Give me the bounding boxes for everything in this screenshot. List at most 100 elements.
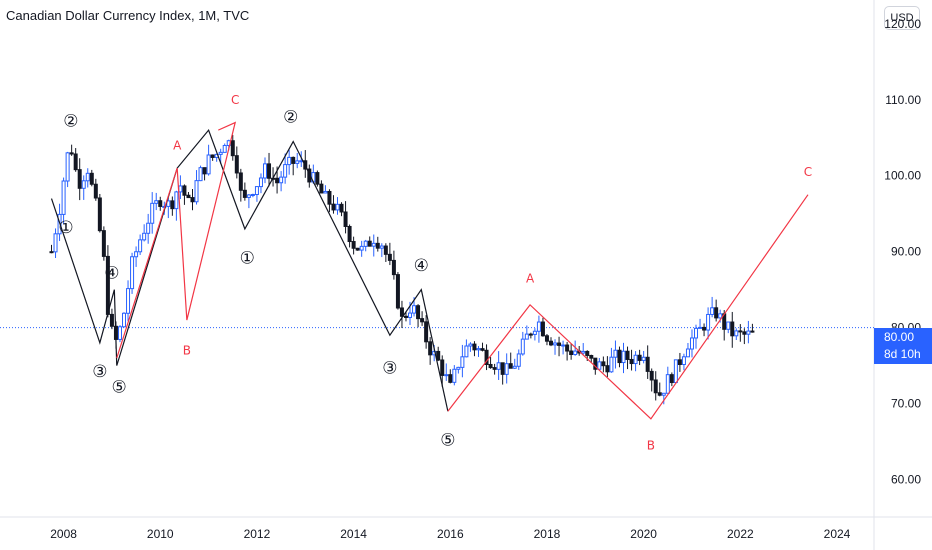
candle-body (126, 288, 131, 314)
candle-body (93, 183, 98, 199)
candle-body (150, 202, 155, 224)
candle-body (206, 154, 211, 175)
candle-body (428, 341, 433, 356)
candle-body (97, 197, 102, 232)
x-tick-label: 2010 (147, 527, 174, 541)
candle-body (520, 338, 525, 355)
currency-button[interactable]: USD (884, 6, 920, 30)
candle-body (710, 307, 715, 315)
candle-body (315, 172, 320, 185)
candle-body (420, 318, 425, 323)
candle-body (641, 356, 646, 361)
wave-label: ① (58, 218, 73, 238)
candle-body (186, 194, 191, 199)
candle-body (283, 164, 288, 178)
candle-body (544, 335, 549, 342)
candle-body (633, 354, 638, 365)
candle-body (565, 344, 570, 352)
wave-label: ④ (414, 256, 429, 276)
candle-body (379, 245, 384, 249)
candle-body (436, 350, 441, 361)
candle-body (605, 365, 610, 373)
candle-body (73, 153, 78, 171)
x-tick-label: 2014 (340, 527, 367, 541)
candle-body (581, 350, 586, 354)
candle-body (492, 367, 497, 370)
wave-label: B (647, 438, 655, 452)
candle-body (657, 392, 662, 396)
candle-body (178, 185, 183, 193)
candle-body (170, 200, 175, 210)
wave-label: ① (240, 248, 255, 268)
candle-body (750, 330, 755, 333)
candle-body (585, 350, 590, 356)
candle-body (267, 163, 272, 179)
candle-body (730, 321, 735, 337)
candle-body (416, 305, 421, 320)
x-tick-label: 2012 (244, 527, 271, 541)
price-axis: 60.00 70.00 80.00 90.00 100.00 110.00 120.00 (884, 17, 921, 487)
candle-body (629, 358, 634, 365)
x-tick-label: 2016 (437, 527, 464, 541)
wave-label: ④ (104, 263, 119, 283)
candle-body (130, 256, 135, 290)
y-tick-label: 110.00 (885, 93, 921, 107)
candle-body (597, 361, 602, 370)
candle-body (142, 232, 147, 241)
candle-body (395, 274, 400, 309)
candle-body (557, 342, 562, 346)
candle-body (661, 392, 666, 396)
candle-body (746, 330, 751, 335)
candle-body (158, 200, 163, 207)
candle-body (613, 349, 618, 358)
candle-body (702, 326, 707, 331)
candle-body (101, 230, 106, 257)
candle-body (653, 379, 658, 394)
candle-body (89, 172, 94, 185)
candle-body (351, 241, 356, 249)
candle-body (665, 374, 670, 394)
candle-body (677, 359, 682, 365)
candle-body (250, 194, 255, 197)
elliott-wave-annotations: ① ② ③ ④ ⑤ ① ② ③ ④ ⑤ A B C A B C (50, 93, 812, 452)
candle-body (146, 222, 151, 234)
candle-body (464, 345, 469, 358)
candle-body (440, 359, 445, 376)
candle-body (468, 343, 473, 347)
candles (49, 134, 755, 405)
candle-body (77, 169, 82, 189)
candle-body (234, 155, 239, 174)
candle-body (734, 330, 739, 337)
candle-body (218, 151, 223, 155)
candle-body (138, 239, 143, 253)
candle-body (472, 343, 477, 351)
candle-body (375, 242, 380, 249)
wave-label: C (804, 165, 812, 179)
wave-path (50, 128, 449, 412)
x-tick-label: 2008 (50, 527, 77, 541)
candle-body (254, 186, 259, 196)
y-tick-label: 90.00 (891, 245, 921, 259)
wave-label: B (183, 343, 191, 357)
chart-title: Canadian Dollar Currency Index, 1M, TVC (6, 8, 250, 23)
candle-body (230, 140, 235, 157)
candle-body (424, 321, 429, 343)
candle-body (109, 313, 114, 327)
candle-body (347, 225, 352, 243)
candle-body (403, 315, 408, 318)
candle-body (593, 357, 598, 370)
candle-body (69, 152, 74, 155)
wave-label: ③ (382, 358, 397, 378)
x-tick-label: 2024 (824, 527, 851, 541)
candle-body (452, 368, 457, 383)
candle-body (488, 363, 493, 369)
bar-countdown: 8d 10h (884, 347, 921, 361)
candle-body (238, 172, 243, 191)
candle-body (508, 363, 513, 369)
candle-body (122, 312, 127, 328)
candle-body (246, 194, 251, 198)
candle-body (738, 330, 743, 333)
wave-path (116, 121, 237, 359)
